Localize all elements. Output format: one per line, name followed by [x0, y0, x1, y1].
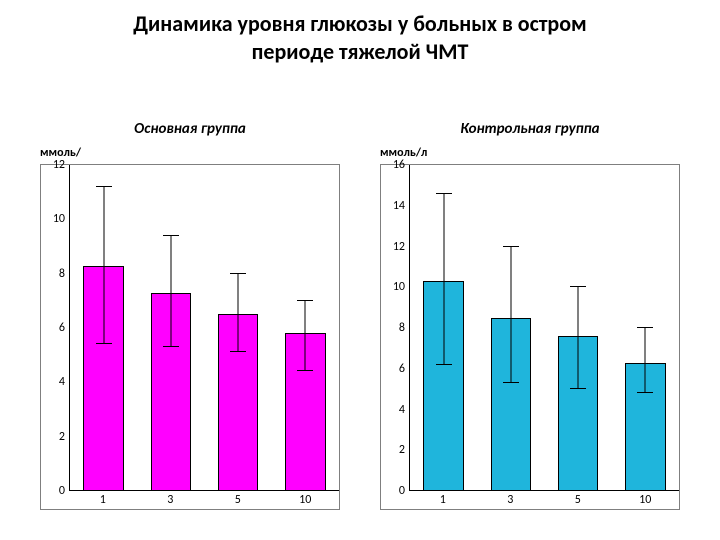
plot-box-0: 121086420 13510 [40, 164, 340, 510]
bar-slot [545, 165, 612, 491]
bar-slot [410, 165, 477, 491]
y-axis-0: 121086420 [41, 165, 69, 509]
error-cap-bottom [570, 388, 586, 389]
chart-main-group: Основная группа ммоль/ 121086420 13510 [40, 120, 340, 510]
error-cap-bottom [297, 370, 313, 371]
x-tick: 10 [272, 493, 340, 507]
error-cap-bottom [503, 382, 519, 383]
chart-title-1: Контрольная группа [380, 120, 680, 138]
error-bar [443, 194, 444, 365]
slide-title-line2: периоде тяжелой ЧМТ [0, 38, 720, 66]
x-tick: 1 [69, 493, 137, 507]
error-cap-bottom [163, 346, 179, 347]
y-axis-label-1: ммоль/л [380, 146, 680, 160]
x-axis-1: 13510 [409, 491, 679, 509]
bars-0 [70, 165, 339, 491]
error-bar [170, 236, 171, 347]
error-bar [510, 247, 511, 384]
bar-slot [272, 165, 339, 491]
slide-title: Динамика уровня глюкозы у больных в остр… [0, 10, 720, 65]
error-bar [645, 328, 646, 393]
error-cap-bottom [436, 364, 452, 365]
x-tick: 10 [612, 493, 680, 507]
bars-1 [410, 165, 679, 491]
charts-row: Основная группа ммоль/ 121086420 13510 К… [40, 120, 680, 510]
plot-area-1 [409, 165, 679, 491]
error-cap-top [297, 300, 313, 301]
x-tick: 5 [544, 493, 612, 507]
error-bar [103, 187, 104, 345]
chart-title-0: Основная группа [40, 120, 340, 138]
error-cap-top [503, 246, 519, 247]
y-axis-label-0: ммоль/ [40, 146, 340, 160]
x-axis-0: 13510 [69, 491, 339, 509]
bar-slot [612, 165, 679, 491]
y-axis-1: 1614121086420 [381, 165, 409, 509]
error-cap-top [163, 235, 179, 236]
error-bar [305, 301, 306, 372]
slide-title-line1: Динамика уровня глюкозы у больных в остр… [0, 10, 720, 38]
error-bar [578, 287, 579, 389]
bar-slot [70, 165, 137, 491]
x-tick: 5 [204, 493, 272, 507]
x-tick: 3 [137, 493, 205, 507]
error-cap-top [230, 273, 246, 274]
error-cap-top [436, 193, 452, 194]
error-bar [238, 274, 239, 353]
chart-control-group: Контрольная группа ммоль/л 1614121086420… [380, 120, 680, 510]
error-cap-top [637, 327, 653, 328]
error-cap-bottom [637, 392, 653, 393]
error-cap-bottom [230, 351, 246, 352]
bar-slot [477, 165, 544, 491]
plot-area-0 [69, 165, 339, 491]
bar-slot [137, 165, 204, 491]
x-tick: 1 [409, 493, 477, 507]
plot-box-1: 1614121086420 13510 [380, 164, 680, 510]
bar-slot [205, 165, 272, 491]
error-cap-top [96, 186, 112, 187]
error-cap-bottom [96, 343, 112, 344]
error-cap-top [570, 286, 586, 287]
x-tick: 3 [477, 493, 545, 507]
